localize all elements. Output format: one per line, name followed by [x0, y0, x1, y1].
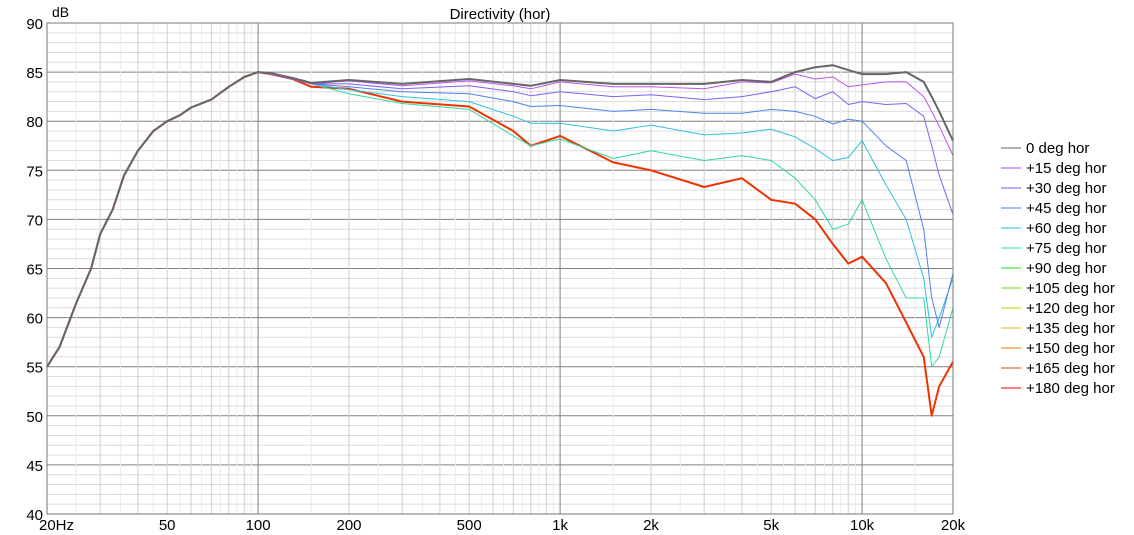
series-line--180-deg-hor	[46, 71, 954, 417]
plot-frame	[46, 22, 954, 515]
curves	[46, 64, 954, 417]
legend-label: +15 deg hor	[1026, 160, 1107, 177]
legend-label: +165 deg hor	[1026, 360, 1115, 377]
legend-label: +75 deg hor	[1026, 240, 1107, 257]
x-tick-label: 20k	[941, 517, 966, 534]
legend-label: +150 deg hor	[1026, 340, 1115, 357]
y-tick-label: 70	[26, 212, 43, 229]
x-tick-label: 50	[159, 517, 176, 534]
y-tick-label: 50	[26, 409, 43, 426]
legend-label: +45 deg hor	[1026, 200, 1107, 217]
legend: 0 deg hor +15 deg hor +30 deg hor +45 deg h…	[1001, 140, 1115, 397]
chart-title: Directivity (hor)	[450, 6, 551, 23]
legend-label: +90 deg hor	[1026, 260, 1107, 277]
legend-label: +135 deg hor	[1026, 320, 1115, 337]
x-tick-label: 20Hz	[39, 517, 74, 534]
y-tick-label: 45	[26, 458, 43, 475]
y-tick-label: 90	[26, 16, 43, 33]
legend-label: +60 deg hor	[1026, 220, 1107, 237]
x-tick-label: 5k	[763, 517, 779, 534]
legend-label: +30 deg hor	[1026, 180, 1107, 197]
legend-label: 0 deg hor	[1026, 140, 1089, 157]
x-tick-label: 1k	[552, 517, 568, 534]
x-tick-labels: 20Hz 50 100 200 500 1k 2k 5k 10k 20k	[39, 517, 966, 534]
x-tick-label: 2k	[643, 517, 659, 534]
y-axis-label: dB	[52, 4, 69, 20]
legend-label: +105 deg hor	[1026, 280, 1115, 297]
y-tick-label: 60	[26, 311, 43, 328]
y-tick-label: 85	[26, 65, 43, 82]
legend-label: +120 deg hor	[1026, 300, 1115, 317]
x-tick-label: 10k	[850, 517, 875, 534]
legend-label: +180 deg hor	[1026, 380, 1115, 397]
x-tick-label: 500	[457, 517, 482, 534]
grid	[46, 22, 954, 515]
series-line-0-deg-hor	[46, 64, 954, 368]
x-tick-label: 100	[246, 517, 271, 534]
y-tick-label: 75	[26, 163, 43, 180]
y-tick-label: 65	[26, 262, 43, 279]
y-tick-label: 40	[26, 507, 43, 524]
x-tick-label: 200	[336, 517, 361, 534]
y-tick-label: 80	[26, 114, 43, 131]
y-tick-label: 55	[26, 360, 43, 377]
y-tick-labels: 40 45 50 55 60 65 70 75 80 85 90	[26, 16, 43, 524]
